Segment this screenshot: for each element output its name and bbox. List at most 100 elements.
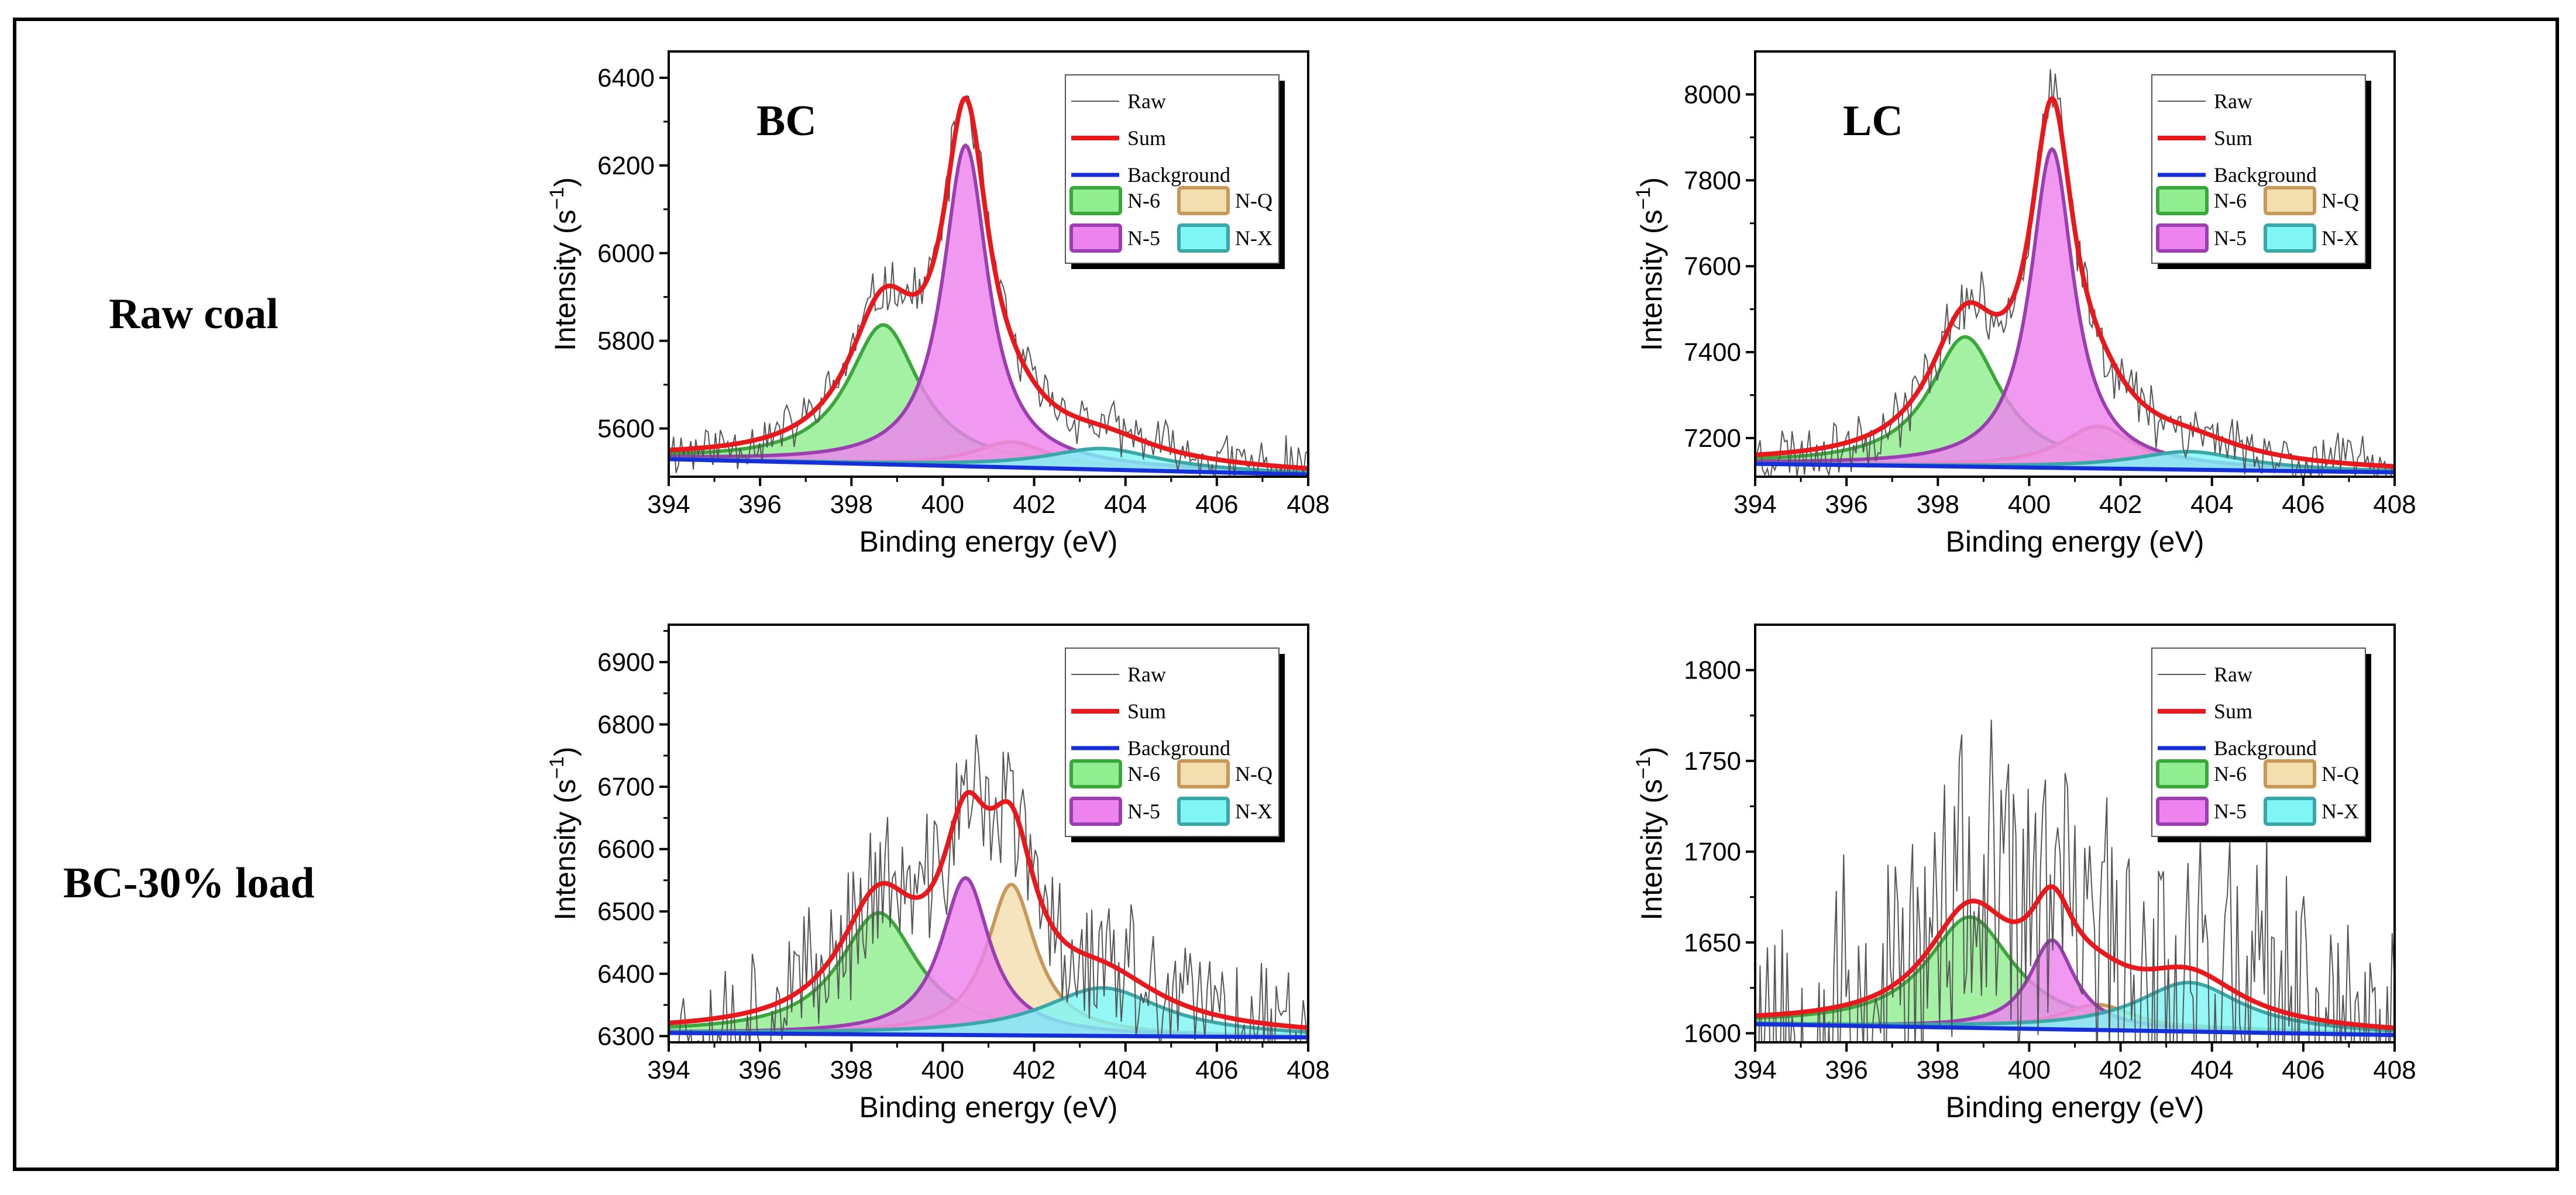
- x-axis-label: Binding energy (eV): [859, 525, 1118, 558]
- y-tick-label: 6300: [597, 1022, 655, 1051]
- y-axis-label-superscript: −1: [546, 756, 568, 779]
- y-tick-label: 6200: [597, 151, 655, 180]
- chart-panel-bc-load: 394 396 398 400 402 404 406 408 6300 6400 6500 6600…: [546, 624, 1330, 1124]
- legend-background-label: Background: [2214, 163, 2317, 187]
- y-axis-label-text: Intensity (s: [549, 779, 582, 921]
- plot-area: [1755, 69, 2395, 477]
- y-tick-label: 1700: [1684, 838, 1741, 866]
- legend-nq-swatch: [1177, 759, 1230, 788]
- y-tick-label: 6400: [597, 64, 655, 92]
- y-axis-label-text: Intensity (s: [549, 209, 582, 351]
- legend-box: [1065, 648, 1280, 837]
- legend-raw-label: Raw: [2214, 663, 2252, 686]
- y-tick-label: 1800: [1684, 656, 1741, 685]
- x-tick-label: 400: [921, 1056, 964, 1084]
- legend-nq-label: N-Q: [1235, 762, 1272, 786]
- x-tick-label: 408: [2373, 490, 2416, 519]
- x-tick-label: 406: [1195, 490, 1238, 519]
- y-tick-label: 7600: [1684, 252, 1741, 281]
- x-tick-label: 396: [738, 490, 781, 519]
- x-tick-label: 398: [830, 1056, 873, 1084]
- legend-nx-label: N-X: [2322, 226, 2359, 250]
- x-tick-label: 400: [921, 490, 964, 519]
- y-tick-label: 6400: [597, 960, 655, 989]
- y-axis-label: Intensity (s−1): [546, 746, 582, 920]
- legend-background-label: Background: [1127, 163, 1230, 187]
- chart-panel-lc-load: 394 396 398 400 402 404 406 408 1600 1650 1700 1750…: [1632, 624, 2416, 1124]
- x-tick-label: 398: [1917, 490, 1959, 519]
- plot-area: [669, 734, 1308, 1042]
- chart-panel-lc-raw: 394 396 398 400 402 404 406 408 7200 7400 7600 7800…: [1632, 50, 2416, 558]
- background-line: [669, 457, 1308, 477]
- x-tick-label: 394: [647, 490, 690, 519]
- y-tick-label: 8000: [1684, 80, 1741, 109]
- x-tick-label: 408: [1287, 1056, 1329, 1084]
- raw-data-line: [1758, 719, 2395, 1042]
- legend-n5-label: N-5: [1127, 800, 1160, 823]
- legend-n5-swatch: [2156, 223, 2209, 253]
- y-axis-label: Intensity (s−1): [1632, 177, 1668, 351]
- x-tick-label: 406: [2282, 1056, 2324, 1084]
- x-axis-label: Binding energy (eV): [1946, 525, 2204, 558]
- x-axis-label: Binding energy (eV): [1946, 1091, 2204, 1124]
- x-tick-label: 402: [1013, 1056, 1055, 1084]
- legend-sum-label: Sum: [2214, 126, 2252, 150]
- row-label-bc-30-load: BC-30% load: [63, 859, 315, 907]
- x-tick-label: 394: [1734, 490, 1776, 519]
- y-axis-label: Intensity (s−1): [546, 177, 582, 351]
- legend-n5-swatch: [2156, 797, 2209, 826]
- panel-title: LC: [1843, 97, 1903, 145]
- x-tick-label: 408: [1287, 490, 1329, 519]
- y-tick-label: 6700: [597, 773, 655, 801]
- legend-background-label: Background: [1127, 736, 1230, 760]
- y-tick-label: 5600: [597, 415, 655, 443]
- sum-line: [1755, 884, 2395, 1031]
- y-tick-label: 5800: [597, 327, 655, 356]
- x-tick-label: 398: [830, 490, 873, 519]
- y-axis-label-superscript: −1: [1632, 756, 1655, 779]
- legend-raw-label: Raw: [1127, 89, 1166, 113]
- y-tick-label: 1650: [1684, 928, 1741, 957]
- x-tick-label: 404: [1104, 1056, 1147, 1084]
- legend-sum-label: Sum: [1127, 126, 1166, 150]
- y-axis-label-superscript: −1: [1632, 187, 1655, 210]
- y-axis-label-text: Intensity (s: [1635, 209, 1668, 351]
- legend-n6-label: N-6: [1127, 762, 1160, 786]
- legend-nq-label: N-Q: [1235, 189, 1272, 212]
- y-tick-label: 7400: [1684, 338, 1741, 367]
- chart-panel-bc-raw: 394 396 398 400 402 404 406 408 5600 5800 6000 6200…: [546, 50, 1330, 558]
- legend-n5-swatch: [1069, 223, 1122, 253]
- legend-raw-label: Raw: [2214, 89, 2252, 113]
- x-tick-label: 402: [2099, 1056, 2142, 1084]
- legend-nx-swatch: [1177, 797, 1230, 826]
- legend-nq-swatch: [2264, 186, 2316, 215]
- legend-n5-label: N-5: [2214, 800, 2247, 823]
- y-tick-label: 1600: [1684, 1019, 1741, 1048]
- legend-nx-swatch: [2264, 797, 2316, 826]
- x-tick-label: 396: [1825, 1056, 1867, 1084]
- y-tick-label: 6000: [597, 239, 655, 268]
- legend-background-label: Background: [2214, 736, 2317, 760]
- legend-nq-swatch: [1177, 186, 1230, 215]
- y-tick-label: 6800: [597, 711, 655, 739]
- x-tick-label: 394: [647, 1056, 690, 1084]
- legend-nq-label: N-Q: [2322, 189, 2359, 212]
- legend-nx-swatch: [2264, 223, 2316, 253]
- legend-sum-label: Sum: [1127, 700, 1166, 723]
- x-tick-label: 402: [2099, 490, 2142, 519]
- legend-n6-swatch: [2156, 186, 2209, 215]
- x-tick-label: 404: [2190, 1056, 2233, 1084]
- y-tick-label: 6500: [597, 897, 655, 926]
- x-tick-label: 400: [2008, 1056, 2051, 1084]
- y-axis-label-text: Intensity (s: [1635, 779, 1668, 921]
- y-tick-label: 6600: [597, 835, 655, 864]
- x-tick-label: 406: [2282, 490, 2324, 519]
- legend-nq-swatch: [2264, 759, 2316, 788]
- legend-nx-label: N-X: [2322, 800, 2359, 823]
- y-tick-label: 7800: [1684, 166, 1741, 195]
- raw-data-line: [678, 734, 1308, 1042]
